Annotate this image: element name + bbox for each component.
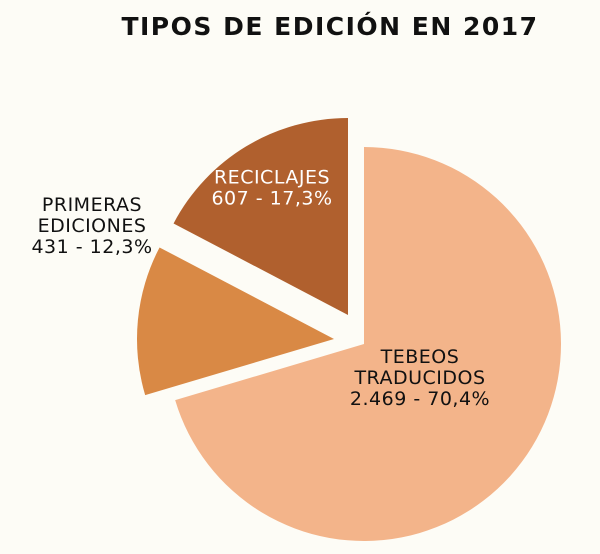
- data-label-line: 607 - 17,3%: [211, 188, 332, 210]
- data-label-line: PRIMERAS: [42, 194, 142, 216]
- pie-slice-reciclajes: [173, 117, 348, 315]
- data-label-line: 2.469 - 70,4%: [350, 388, 490, 410]
- pie-slice-primeras-ediciones: [137, 247, 334, 396]
- data-label-reciclajes: RECICLAJES 607 - 17,3%: [211, 167, 332, 210]
- pie-slice-tebeos-traducidos: [175, 147, 561, 541]
- data-label-line: RECICLAJES: [214, 167, 330, 189]
- data-label-line: TRADUCIDOS: [353, 367, 485, 389]
- data-label-tebeos-traducidos: TEBEOS TRADUCIDOS 2.469 - 70,4%: [350, 346, 490, 410]
- data-label-line: 431 - 12,3%: [31, 236, 152, 258]
- data-label-line: TEBEOS: [380, 346, 460, 368]
- data-label-primeras-ediciones: PRIMERAS EDICIONES 431 - 12,3%: [31, 194, 152, 258]
- data-label-line: EDICIONES: [38, 215, 147, 237]
- chart-title: TIPOS DE EDICIÓN EN 2017: [121, 12, 539, 41]
